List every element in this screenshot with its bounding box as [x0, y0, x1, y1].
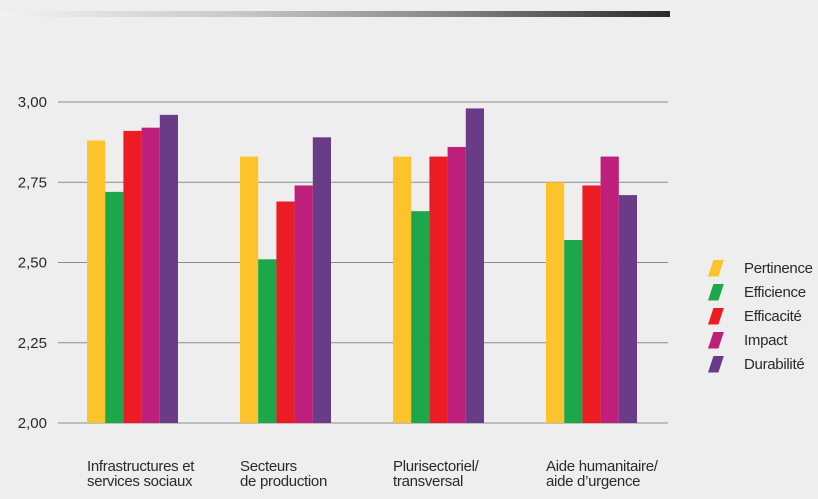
legend-label: Efficacité [744, 307, 802, 325]
legend-item: Durabilité [708, 352, 813, 376]
bar-efficacité-3 [429, 156, 448, 423]
legend-label: Pertinence [744, 259, 813, 277]
bar-efficacité-2 [276, 201, 295, 423]
bar-impact-2 [294, 185, 313, 423]
bar-efficacité-4 [582, 185, 601, 423]
legend-label: Efficience [744, 283, 806, 301]
bar-impact-1 [141, 127, 160, 424]
legend-swatch [708, 331, 724, 349]
legend-item: Efficacité [708, 304, 813, 328]
y-tick-label: 2,50 [18, 255, 47, 272]
bar-efficience-2 [258, 259, 277, 423]
bar-durabilité-4 [618, 195, 637, 423]
legend-swatch [708, 307, 724, 325]
x-category-label: Secteurs de production [240, 458, 328, 490]
x-category-label: Aide humanitaire/ aide d’urgence [546, 458, 658, 490]
x-category-label: Infrastructures et services sociaux [87, 458, 195, 490]
legend-swatch [708, 259, 724, 277]
legend-item: Efficience [708, 280, 813, 304]
bar-impact-3 [447, 146, 466, 423]
bar-pertinence-1 [87, 140, 106, 423]
legend-item: Pertinence [708, 256, 813, 280]
legend-item: Impact [708, 328, 813, 352]
header-gradient-bar [0, 11, 670, 17]
bar-durabilité-3 [465, 108, 484, 424]
bar-durabilité-2 [312, 137, 331, 423]
bar-efficience-4 [564, 240, 583, 423]
bar-pertinence-3 [393, 156, 412, 423]
legend-swatch [708, 283, 724, 301]
y-tick-label: 2,75 [18, 174, 47, 191]
bar-pertinence-4 [546, 182, 565, 423]
bar-impact-4 [600, 156, 619, 423]
bar-pertinence-2 [240, 156, 259, 423]
legend-swatch [708, 355, 724, 373]
legend-label: Durabilité [744, 355, 805, 373]
bar-efficacité-1 [123, 130, 142, 423]
legend-label: Impact [744, 331, 788, 349]
bar-efficience-3 [411, 211, 430, 423]
y-tick-label: 2,25 [18, 335, 47, 352]
x-category-label: Plurisectoriel/ transversal [393, 458, 479, 490]
bar-durabilité-1 [159, 114, 178, 423]
bar-efficience-1 [105, 191, 124, 423]
y-tick-label: 3,00 [18, 94, 47, 111]
chart-legend: Pertinence Efficience Efficacité Impact Dura… [708, 256, 813, 376]
y-tick-label: 2,00 [18, 415, 47, 432]
